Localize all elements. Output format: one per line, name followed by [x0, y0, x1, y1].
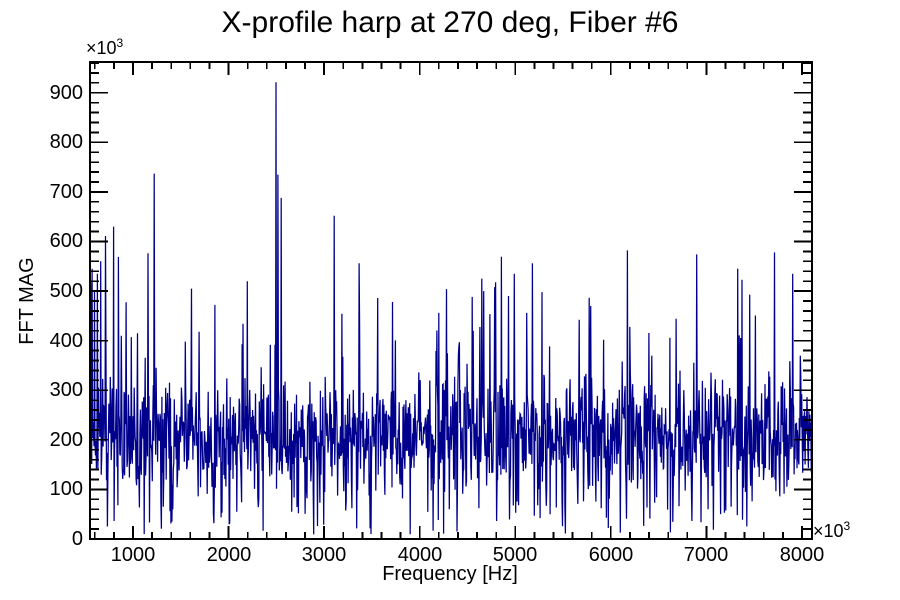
- y-tick-label: 200: [49, 429, 83, 451]
- x-tick-label: 8000: [779, 544, 825, 566]
- y-tick-label: 600: [49, 230, 83, 252]
- y-tick-label: 0: [71, 528, 83, 550]
- y-tick-label: 300: [49, 379, 83, 401]
- x-tick-label: 1000: [110, 544, 156, 566]
- y-tick-label: 900: [49, 82, 83, 104]
- fft-series: [89, 82, 813, 535]
- x-tick-label: 4000: [397, 544, 443, 566]
- y-axis-exponent: ×103: [86, 36, 124, 58]
- x-axis-title: Frequency [Hz]: [382, 563, 518, 585]
- y-tick-label: 700: [49, 181, 83, 203]
- x-tick-label: 6000: [588, 544, 634, 566]
- x-axis-exponent: ×103: [813, 519, 851, 541]
- x-tick-label: 5000: [492, 544, 538, 566]
- y-tick-label: 800: [49, 131, 83, 153]
- y-tick-label: 500: [49, 280, 83, 302]
- plot-title: X-profile harp at 270 deg, Fiber #6: [221, 6, 679, 39]
- y-tick-label: 100: [49, 478, 83, 500]
- x-tick-label: 7000: [683, 544, 729, 566]
- x-tick-label: 3000: [301, 544, 347, 566]
- axis-ticks: [90, 62, 812, 540]
- x-tick-label: 2000: [206, 544, 252, 566]
- y-tick-label: 400: [49, 330, 83, 352]
